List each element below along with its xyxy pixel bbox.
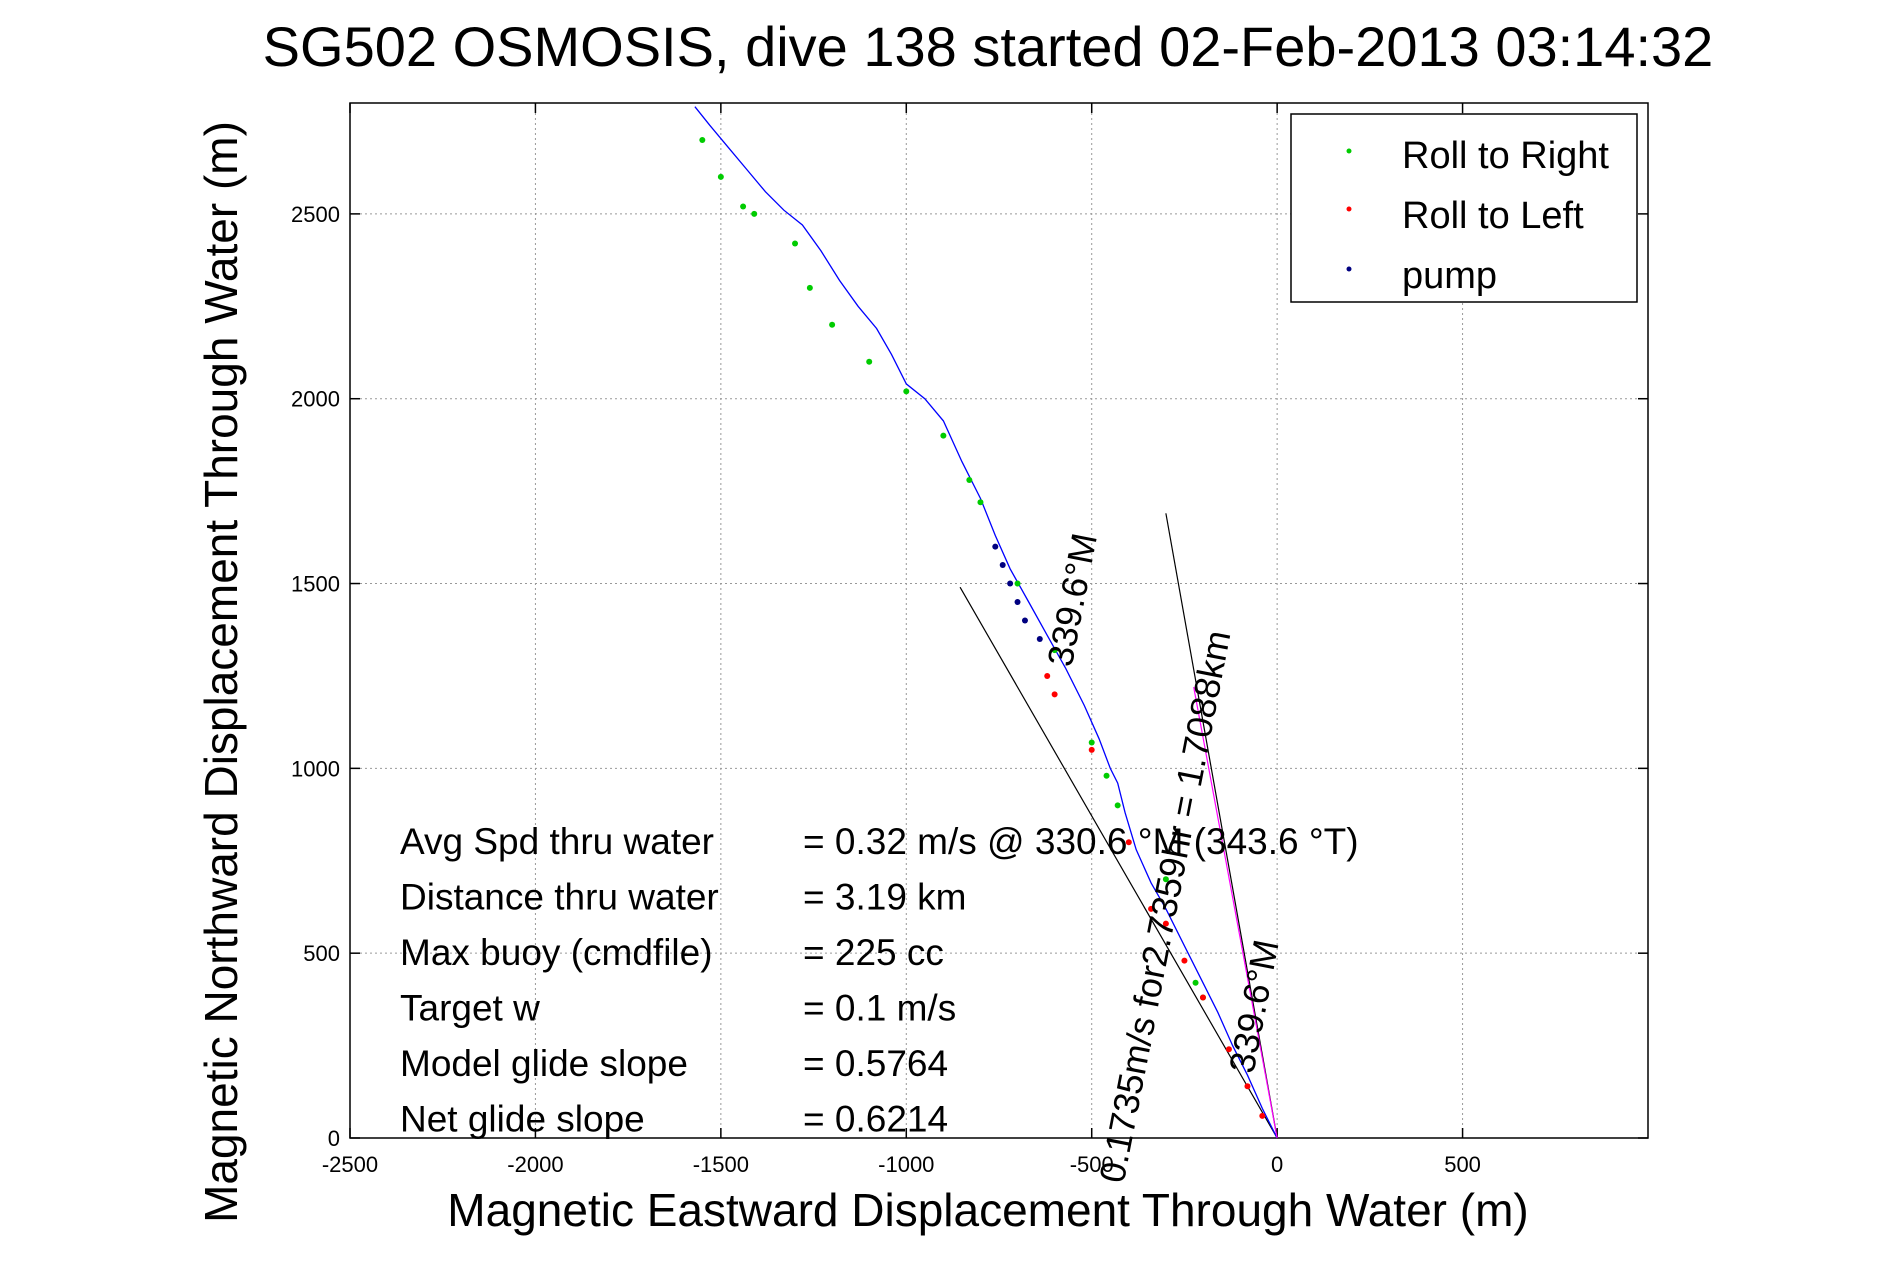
roll-right-point-12: [866, 358, 873, 365]
roll-right-point-7: [1014, 580, 1021, 587]
roll-right-point-5: [1088, 739, 1095, 746]
roll-left-point-7: [1125, 839, 1132, 846]
y-tick-label-1: 500: [303, 941, 340, 966]
roll-right-point-14: [806, 284, 813, 291]
legend-roll-right-marker: [1346, 148, 1352, 154]
roll-right-point-1: [1192, 979, 1199, 986]
pump-point-3: [1007, 580, 1014, 587]
x-tick-label-3: -1000: [878, 1152, 934, 1177]
x-tick-label-5: 0: [1271, 1152, 1283, 1177]
stat-value-5: = 0.6214: [803, 1099, 948, 1140]
axes-frame: [349, 102, 1649, 1139]
roll-left-point-5: [1162, 920, 1169, 927]
roll-right-point-8: [977, 499, 984, 506]
roll-right-point-6: [1051, 647, 1058, 654]
roll-right-point-3: [1114, 802, 1121, 809]
stat-label-0: Avg Spd thru water: [400, 821, 714, 862]
roll-left-point-1: [1244, 1083, 1251, 1090]
roll-left-point-9: [1051, 691, 1058, 698]
roll-right-point-11: [903, 388, 910, 395]
roll-left-point-3: [1199, 994, 1206, 1001]
roll-left-point-2: [1225, 1046, 1232, 1053]
y-tick-label-5: 2500: [291, 202, 340, 227]
x-tick-label-0: -2500: [322, 1152, 378, 1177]
cone-lines: [959, 513, 1278, 1139]
stat-value-4: = 0.5764: [803, 1043, 948, 1084]
roll-left-point-0: [1259, 1112, 1266, 1119]
roll-right-point-9: [966, 477, 973, 484]
y-tick-label-0: 0: [328, 1126, 340, 1151]
legend-roll-right-label: Roll to Right: [1402, 135, 1609, 177]
stat-value-0: = 0.32 m/s @ 330.6 °M (343.6 °T): [803, 821, 1359, 862]
pump-point-4: [999, 562, 1006, 569]
legend-roll-left-label: Roll to Left: [1402, 195, 1584, 237]
legend-roll-left-marker: [1346, 206, 1352, 212]
y-tick-label-3: 1500: [291, 572, 340, 597]
y-tick-label-2: 1000: [291, 756, 340, 781]
stat-label-1: Distance thru water: [400, 877, 719, 918]
cone-line-1: [1165, 513, 1278, 1139]
legend-pump-label: pump: [1402, 255, 1497, 297]
stat-value-1: = 3.19 km: [803, 877, 967, 918]
x-tick-label-1: -2000: [507, 1152, 563, 1177]
track-points: [699, 136, 1266, 1119]
pump-point-5: [992, 543, 999, 550]
cone-line-0: [959, 586, 1278, 1139]
stats-block: Avg Spd thru water = 0.32 m/s @ 330.6 °M …: [400, 821, 1359, 1140]
track-line: [694, 106, 1278, 1139]
roll-right-point-16: [751, 210, 758, 217]
roll-left-point-4: [1181, 957, 1188, 964]
roll-right-point-17: [740, 203, 747, 210]
axis-ticks: -2500 -2000 -1500 -1000 -500 0 500 0 500 1000 1500…: [291, 103, 1648, 1177]
roll-left-point-8: [1088, 746, 1095, 753]
x-tick-label-4: -500: [1070, 1152, 1114, 1177]
stat-label-2: Max buoy (cmdfile): [400, 932, 713, 973]
roll-right-point-18: [717, 173, 724, 180]
stat-label-5: Net glide slope: [400, 1099, 645, 1140]
target-heading-line: [1193, 686, 1278, 1139]
roll-left-point-6: [1148, 905, 1155, 912]
y-tick-label-4: 2000: [291, 387, 340, 412]
pump-point-2: [1014, 599, 1021, 606]
stat-label-3: Target w: [400, 988, 540, 1029]
legend: Roll to Right Roll to Left pump: [1290, 113, 1638, 303]
roll-right-point-19: [699, 136, 706, 143]
x-tick-label-6: 500: [1444, 1152, 1481, 1177]
x-tick-label-2: -1500: [693, 1152, 749, 1177]
legend-pump-marker: [1346, 266, 1352, 272]
roll-left-point-10: [1044, 672, 1051, 679]
stat-value-3: = 0.1 m/s: [803, 988, 956, 1029]
roll-right-point-10: [940, 432, 947, 439]
stat-value-2: = 225 cc: [803, 932, 944, 973]
pump-point-1: [1021, 617, 1028, 624]
stat-label-4: Model glide slope: [400, 1043, 688, 1084]
track: [694, 106, 1278, 1139]
roll-right-point-2: [1162, 876, 1169, 883]
y-axis-label: Magnetic Northward Displacement Through …: [195, 121, 247, 1223]
chart-title: SG502 OSMOSIS, dive 138 started 02-Feb-2…: [263, 15, 1714, 78]
roll-right-point-15: [792, 240, 799, 247]
pump-point-0: [1036, 635, 1043, 642]
x-axis-label: Magnetic Eastward Displacement Through W…: [447, 1184, 1528, 1236]
roll-right-point-13: [829, 321, 836, 328]
roll-right-point-4: [1103, 772, 1110, 779]
